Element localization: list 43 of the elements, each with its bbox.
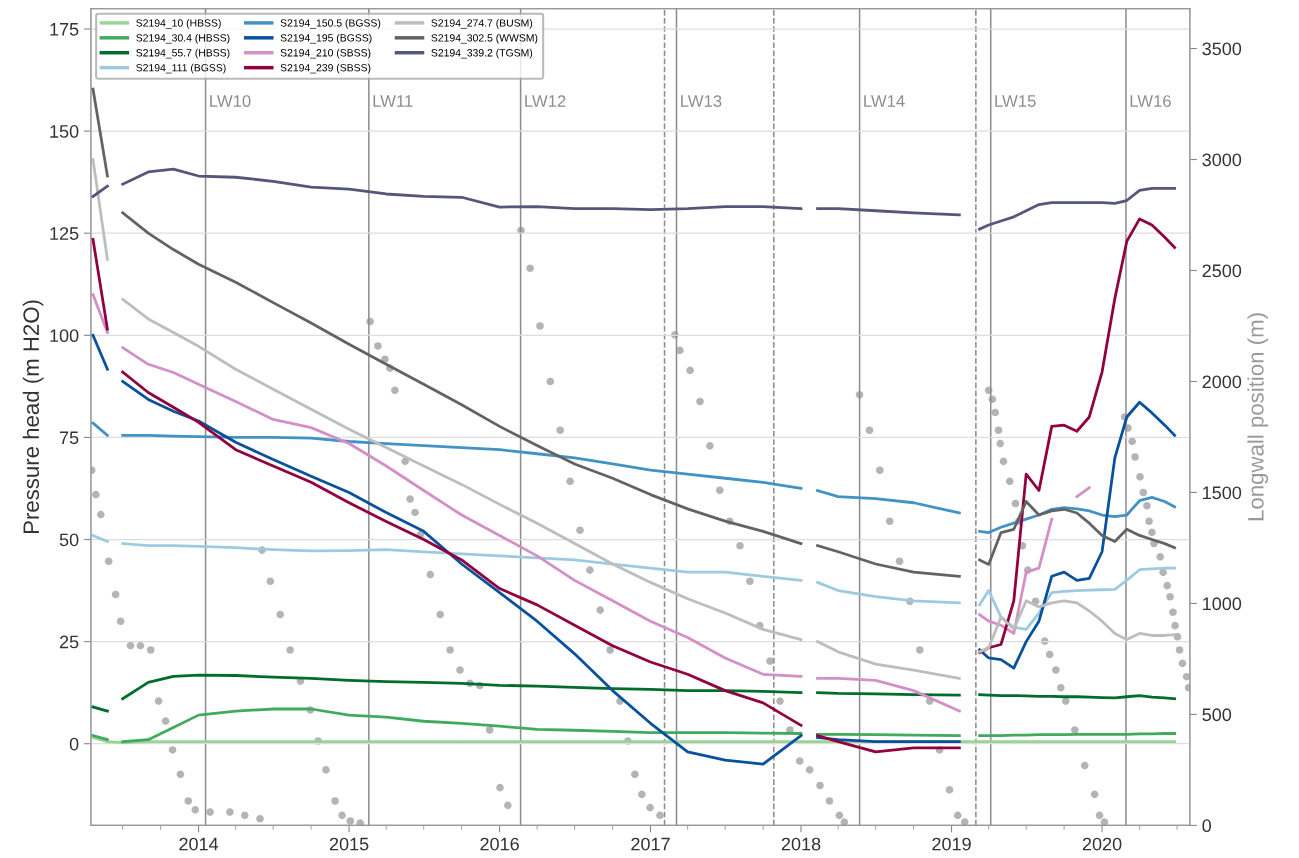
y2-tick-label: 0: [1202, 819, 1212, 833]
y-tick-label: 150: [50, 125, 79, 138]
y-tick-label: 50: [59, 533, 79, 547]
y2-tick-label: 3500: [1202, 42, 1242, 56]
y2-tick-label: 2500: [1202, 264, 1242, 278]
legend-label: S2194_302.5 (WWSM): [431, 33, 538, 44]
ref-line-label: LW13: [681, 95, 722, 107]
ref-line-label: LW14: [864, 95, 905, 107]
legend-label: S2194_339.2 (TGSM): [431, 48, 533, 59]
x-tick-label: 2016: [480, 837, 519, 851]
y-tick-label: 175: [50, 23, 79, 36]
y2-tick-label: 1000: [1203, 597, 1242, 611]
ref-line-label: LW12: [525, 95, 566, 107]
x-tick-label: 2014: [179, 837, 219, 851]
ref-line-label: LW16: [1130, 95, 1171, 107]
legend-label: S2194_30.4 (HBSS): [136, 33, 230, 44]
legend-label: S2194_210 (SBSS): [280, 48, 371, 59]
y2-tick-label: 500: [1202, 708, 1232, 722]
y-tick-label: 100: [50, 329, 79, 343]
y-tick-label: 25: [59, 635, 79, 649]
legend-label: S2194_239 (SBSS): [280, 63, 371, 74]
y2-tick-label: 2000: [1202, 375, 1242, 389]
x-tick-label: 2018: [781, 837, 821, 851]
y-tick-label: 0: [69, 737, 79, 751]
legend-label: S2194_150.5 (BGSS): [280, 19, 381, 29]
y-axis-title: Pressure head (m H2O): [22, 300, 44, 534]
y2-tick-label: 3000: [1202, 153, 1242, 167]
y2-axis-title: Longwall position (m): [1247, 313, 1269, 521]
legend-label: S2194_111 (BGSS): [136, 63, 226, 74]
x-tick-label: 2019: [932, 837, 971, 851]
legend-label: S2194_274.7 (BUSM): [431, 19, 533, 29]
ref-line-label: LW10: [210, 95, 251, 107]
y2-tick-label: 1500: [1203, 486, 1242, 500]
ref-line-label: LW15: [995, 95, 1036, 107]
ref-line-label: LW11: [373, 95, 413, 107]
legend-label: S2194_195 (BGSS): [280, 33, 372, 44]
y-tick-label: 75: [59, 431, 79, 445]
x-tick-label: 2017: [631, 837, 670, 851]
x-tick-label: 2015: [329, 837, 369, 851]
legend-label: S2194_10 (HBSS): [136, 19, 221, 29]
y-tick-label: 125: [50, 227, 79, 240]
legend-label: S2194_55.7 (HBSS): [136, 48, 230, 59]
x-tick-label: 2020: [1082, 837, 1122, 851]
